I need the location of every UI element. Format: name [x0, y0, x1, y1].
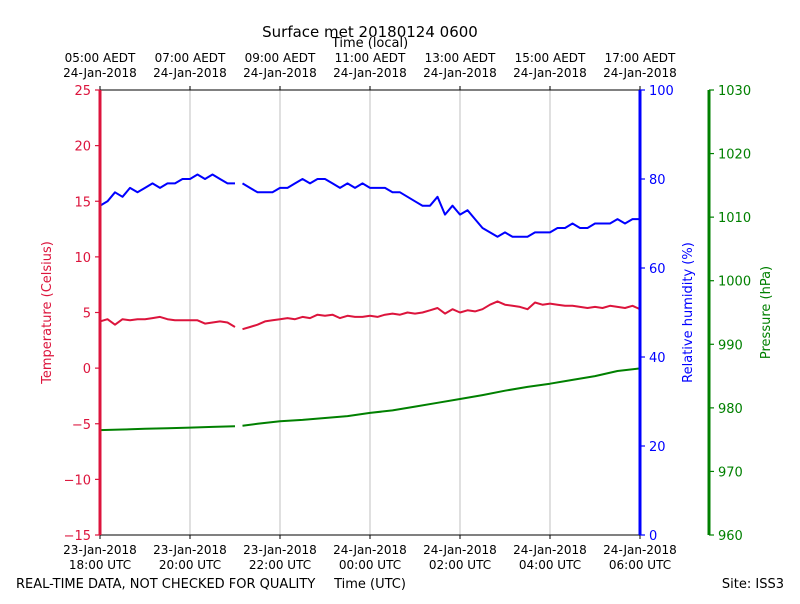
- top-tick-label-date: 24-Jan-2018: [603, 66, 677, 80]
- x-tick-label-utc: 00:00 UTC: [339, 558, 401, 572]
- pressure-tick-label: 990: [718, 338, 743, 353]
- grid-layer: [189, 90, 551, 535]
- x-tick-label-utc: 06:00 UTC: [609, 558, 671, 572]
- pressure-series-line: [99, 425, 236, 432]
- humidity-axis-label: Relative humidity (%): [681, 242, 696, 383]
- x-tick-label-date: 24-Jan-2018: [423, 543, 497, 557]
- x-tick-label-utc: 02:00 UTC: [429, 558, 491, 572]
- top-tick-label-local: 17:00 AEDT: [605, 51, 676, 65]
- top-tick-label-date: 24-Jan-2018: [513, 66, 587, 80]
- humidity-tick-label: 0: [649, 529, 657, 544]
- temperature-tick-label: −10: [64, 473, 91, 488]
- top-tick-label-date: 24-Jan-2018: [423, 66, 497, 80]
- chart-title: Surface met 20180124 0600: [262, 23, 478, 41]
- pressure-tick-label: 1010: [718, 211, 751, 226]
- x-tick-label-date: 24-Jan-2018: [603, 543, 677, 557]
- pressure-tick-label: 970: [718, 465, 743, 480]
- humidity-series-line: [241, 178, 640, 238]
- top-tick-label-date: 24-Jan-2018: [153, 66, 227, 80]
- temperature-tick-label: 20: [74, 140, 91, 155]
- top-tick-label-date: 24-Jan-2018: [63, 66, 137, 80]
- temperature-axis-label: Temperature (Celsius): [40, 241, 55, 385]
- x-tick-label-utc: 18:00 UTC: [69, 558, 131, 572]
- quality-notice: REAL-TIME DATA, NOT CHECKED FOR QUALITY: [16, 577, 315, 592]
- temperature-tick-label: −15: [64, 529, 91, 544]
- temperature-tick-label: 10: [74, 251, 91, 266]
- pressure-tick-label: 1000: [718, 275, 751, 290]
- x-tick-label-date: 24-Jan-2018: [513, 543, 587, 557]
- top-axis-label: Time (local): [331, 36, 408, 51]
- site-label: Site: ISS3: [722, 577, 784, 592]
- x-tick-label-utc: 20:00 UTC: [159, 558, 221, 572]
- humidity-tick-label: 80: [649, 173, 666, 188]
- pressure-tick-label: 1030: [718, 84, 751, 99]
- humidity-tick-label: 60: [649, 262, 666, 277]
- top-tick-label-local: 13:00 AEDT: [425, 51, 496, 65]
- humidity-series-line: [99, 173, 235, 207]
- pressure-tick-label: 980: [718, 402, 743, 417]
- x-tick-label-date: 23-Jan-2018: [243, 543, 317, 557]
- x-tick-label-utc: 22:00 UTC: [249, 558, 311, 572]
- x-tick-label-date: 23-Jan-2018: [153, 543, 227, 557]
- top-tick-label-date: 24-Jan-2018: [333, 66, 407, 80]
- top-tick-label-date: 24-Jan-2018: [243, 66, 317, 80]
- temperature-series-line: [242, 300, 641, 331]
- pressure-series-line: [242, 367, 641, 427]
- temperature-tick-label: −5: [72, 418, 91, 433]
- pressure-axis-label: Pressure (hPa): [759, 266, 774, 359]
- temperature-tick-label: 5: [83, 307, 91, 322]
- top-tick-label-local: 09:00 AEDT: [245, 51, 316, 65]
- pressure-tick-label: 960: [718, 529, 743, 544]
- series-layer: [99, 173, 641, 432]
- humidity-tick-label: 20: [649, 440, 666, 455]
- temperature-series-line: [99, 315, 236, 328]
- humidity-tick-label: 40: [649, 351, 666, 366]
- bottom-axis-label: Time (UTC): [333, 577, 406, 592]
- top-tick-label-local: 05:00 AEDT: [65, 51, 136, 65]
- humidity-tick-label: 100: [649, 84, 674, 99]
- temperature-tick-label: 15: [74, 195, 91, 210]
- top-tick-label-local: 15:00 AEDT: [515, 51, 586, 65]
- x-tick-label-date: 24-Jan-2018: [333, 543, 407, 557]
- top-tick-label-local: 07:00 AEDT: [155, 51, 226, 65]
- temperature-tick-label: 25: [74, 84, 91, 99]
- pressure-tick-label: 1020: [718, 148, 751, 163]
- top-tick-label-local: 11:00 AEDT: [335, 51, 406, 65]
- temperature-tick-label: 0: [83, 362, 91, 377]
- x-tick-label-utc: 04:00 UTC: [519, 558, 581, 572]
- x-tick-label-date: 23-Jan-2018: [63, 543, 137, 557]
